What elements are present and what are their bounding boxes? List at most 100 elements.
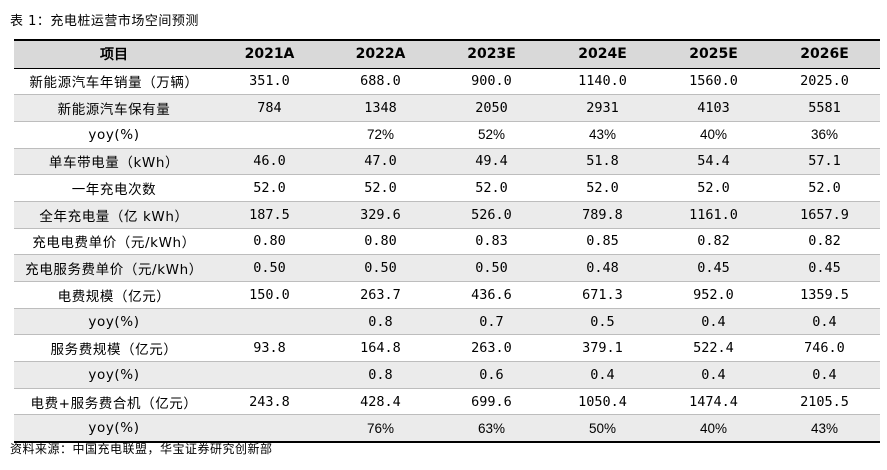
table-cell: [214, 121, 325, 149]
table-row: 电费+服务费合机（亿元） 243.8 428.4 699.6 1050.4 1474.4 2…: [14, 388, 880, 416]
table-cell: [214, 361, 325, 389]
table-cell: 526.0: [436, 201, 547, 229]
table-cell: 522.4: [658, 334, 769, 363]
table-cell: 0.8: [325, 308, 436, 336]
table-cell: 72%: [325, 121, 436, 149]
table-cell: 329.6: [325, 201, 436, 229]
table-cell: 1359.5: [769, 281, 880, 309]
table-cell: 51.8: [547, 148, 658, 176]
table-cell: 0.50: [214, 254, 325, 282]
table-cell: 0.45: [658, 254, 769, 282]
table-cell: 93.8: [214, 334, 325, 363]
table-cell: 0.50: [325, 254, 436, 282]
table-cell: 2025.0: [769, 68, 880, 96]
table-cell: 2931: [547, 94, 658, 122]
table-cell: 0.82: [658, 228, 769, 256]
table-cell: 900.0: [436, 68, 547, 96]
table-cell: 150.0: [214, 281, 325, 309]
table-row: yoy(%) 0.8 0.7 0.5 0.4 0.4: [14, 308, 880, 336]
table-cell: 263.7: [325, 281, 436, 309]
table-cell: 76%: [325, 414, 436, 443]
table-row: 充电电费单价（元/kWh） 0.80 0.80 0.83 0.85 0.82 0.82: [14, 228, 880, 256]
table-cell: 243.8: [214, 388, 325, 416]
row-label: 充电服务费单价（元/kWh）: [14, 254, 214, 282]
table-cell: 263.0: [436, 334, 547, 363]
table-row: yoy(%) 76% 63% 50% 40% 43%: [14, 414, 880, 443]
table-cell: 428.4: [325, 388, 436, 416]
table-row: 充电服务费单价（元/kWh） 0.50 0.50 0.50 0.48 0.45 0.45: [14, 254, 880, 282]
row-label: yoy(%): [14, 361, 214, 389]
header-2022a: 2022A: [325, 39, 436, 69]
table-cell: 0.82: [769, 228, 880, 256]
table-row: yoy(%) 0.8 0.6 0.4 0.4 0.4: [14, 361, 880, 389]
table-row: 全年充电量（亿 kWh） 187.5 329.6 526.0 789.8 1161.0 16…: [14, 201, 880, 229]
table-row: 新能源汽车年销量（万辆） 351.0 688.0 900.0 1140.0 1560.0 2…: [14, 68, 880, 96]
row-label: 全年充电量（亿 kWh）: [14, 201, 214, 229]
table-cell: 0.4: [769, 361, 880, 389]
table-cell: 52.0: [214, 174, 325, 202]
table-cell: 1348: [325, 94, 436, 122]
table-cell: 63%: [436, 414, 547, 443]
table-cell: 40%: [658, 414, 769, 443]
table-cell: 952.0: [658, 281, 769, 309]
table-cell: 1560.0: [658, 68, 769, 96]
table-cell: 0.80: [325, 228, 436, 256]
table-cell: 49.4: [436, 148, 547, 176]
table-cell: 699.6: [436, 388, 547, 416]
table-cell: 0.4: [658, 308, 769, 336]
row-label: 充电电费单价（元/kWh）: [14, 228, 214, 256]
table-cell: 0.85: [547, 228, 658, 256]
table-cell: 36%: [769, 121, 880, 149]
row-label: 服务费规模（亿元）: [14, 334, 214, 363]
table-cell: 0.5: [547, 308, 658, 336]
table-cell: [214, 414, 325, 443]
table-cell: 2050: [436, 94, 547, 122]
table-cell: 0.50: [436, 254, 547, 282]
table-cell: 436.6: [436, 281, 547, 309]
table-cell: 1657.9: [769, 201, 880, 229]
table-cell: 46.0: [214, 148, 325, 176]
row-label: yoy(%): [14, 121, 214, 149]
table-cell: 187.5: [214, 201, 325, 229]
table-cell: 0.80: [214, 228, 325, 256]
forecast-table: 项目 2021A 2022A 2023E 2024E 2025E 2026E 新…: [14, 39, 880, 443]
table-cell: 746.0: [769, 334, 880, 363]
table-row: 服务费规模（亿元） 93.8 164.8 263.0 379.1 522.4 746.0: [14, 334, 880, 363]
table-cell: 4103: [658, 94, 769, 122]
table-cell: 671.3: [547, 281, 658, 309]
table-cell: 0.6: [436, 361, 547, 389]
table-row: yoy(%) 72% 52% 43% 40% 36%: [14, 121, 880, 149]
table-cell: 40%: [658, 121, 769, 149]
header-2026e: 2026E: [769, 39, 880, 69]
table-cell: 54.4: [658, 148, 769, 176]
header-2024e: 2024E: [547, 39, 658, 69]
table-cell: 0.4: [769, 308, 880, 336]
source-note: 资料来源：中国充电联盟，华宝证券研究创新部: [10, 442, 273, 456]
table-cell: 57.1: [769, 148, 880, 176]
table-cell: 1161.0: [658, 201, 769, 229]
table-cell: [214, 308, 325, 336]
table-cell: 789.8: [547, 201, 658, 229]
table-cell: 0.83: [436, 228, 547, 256]
table-cell: 379.1: [547, 334, 658, 363]
row-label: 新能源汽车年销量（万辆）: [14, 68, 214, 96]
row-label: 电费规模（亿元）: [14, 281, 214, 309]
table-cell: 52%: [436, 121, 547, 149]
header-2023e: 2023E: [436, 39, 547, 69]
table-cell: 52.0: [769, 174, 880, 202]
header-2021a: 2021A: [214, 39, 325, 69]
table-row: 单车带电量（kWh） 46.0 47.0 49.4 51.8 54.4 57.1: [14, 148, 880, 176]
table-row: 一年充电次数 52.0 52.0 52.0 52.0 52.0 52.0: [14, 174, 880, 202]
row-label: 单车带电量（kWh）: [14, 148, 214, 176]
row-label: 一年充电次数: [14, 174, 214, 202]
table-caption: 表 1：充电桩运营市场空间预测: [10, 14, 199, 29]
table-cell: 47.0: [325, 148, 436, 176]
table-cell: 0.4: [547, 361, 658, 389]
table-cell: 50%: [547, 414, 658, 443]
header-item: 项目: [14, 39, 214, 69]
row-label: yoy(%): [14, 414, 214, 443]
header-2025e: 2025E: [658, 39, 769, 69]
table-cell: 52.0: [325, 174, 436, 202]
row-label: 新能源汽车保有量: [14, 94, 214, 122]
table-cell: 52.0: [658, 174, 769, 202]
